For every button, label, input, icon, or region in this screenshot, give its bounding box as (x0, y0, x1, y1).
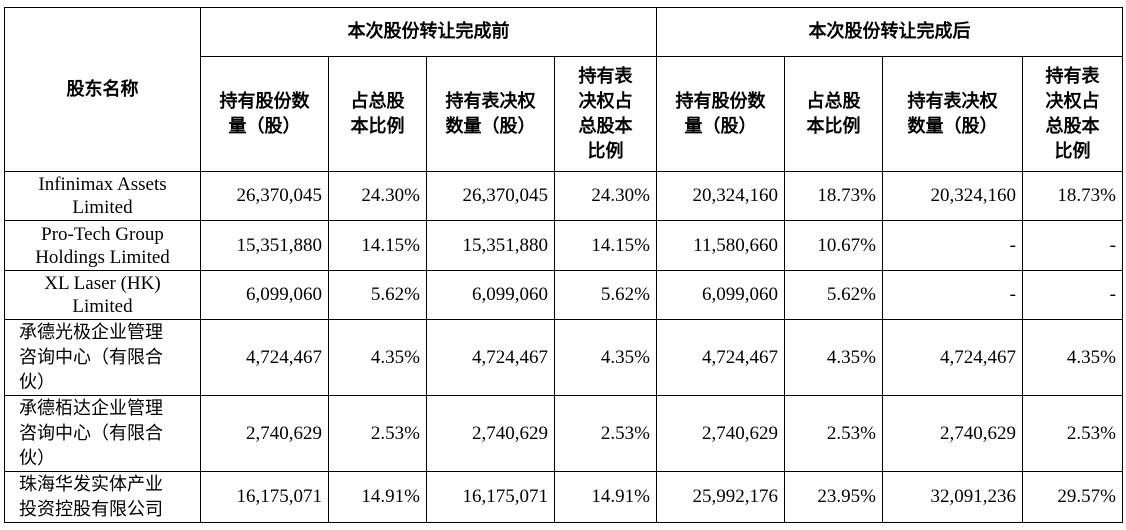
shareholder-name: 珠海华发实体产业 投资控股有限公司 (4, 471, 201, 523)
after-voting-ratio: 29.57% (1022, 471, 1123, 523)
before-voting-ratio-header: 持有表 决权占 总股本 比例 (554, 56, 657, 172)
before-share-ratio: 5.62% (328, 270, 427, 320)
shareholder-name-header: 股东名称 (4, 7, 201, 172)
before-share-ratio-header: 占总股 本比例 (328, 56, 427, 172)
table-row: Infinimax Assets Limited 26,370,045 24.30… (4, 171, 1123, 221)
before-voting-ratio: 24.30% (554, 171, 657, 221)
before-share-ratio: 2.53% (328, 395, 427, 472)
before-shares-held: 15,351,880 (200, 220, 329, 271)
table-row: Pro-Tech Group Holdings Limited 15,351,88… (4, 220, 1123, 271)
after-voting-ratio: - (1022, 220, 1123, 271)
before-voting-ratio: 14.15% (554, 220, 657, 271)
after-voting-shares: 2,740,629 (882, 395, 1023, 472)
after-shares-held: 6,099,060 (656, 270, 785, 320)
before-shares-held: 4,724,467 (200, 319, 329, 396)
after-shares-held: 2,740,629 (656, 395, 785, 472)
before-share-ratio: 14.91% (328, 471, 427, 523)
before-share-ratio: 24.30% (328, 171, 427, 221)
after-share-ratio: 4.35% (784, 319, 883, 396)
before-voting-shares: 15,351,880 (426, 220, 555, 271)
after-voting-shares: - (882, 270, 1023, 320)
shareholding-table: 股东名称 本次股份转让完成前 本次股份转让完成后 持有股份数 量（股） 占总股 本比… (4, 7, 1123, 523)
after-voting-shares: 32,091,236 (882, 471, 1023, 523)
shareholder-name: XL Laser (HK) Limited (4, 270, 201, 320)
before-voting-ratio: 2.53% (554, 395, 657, 472)
after-share-ratio: 10.67% (784, 220, 883, 271)
before-voting-shares: 2,740,629 (426, 395, 555, 472)
after-shares-held: 20,324,160 (656, 171, 785, 221)
before-shares-held-header: 持有股份数 量（股） (200, 56, 329, 172)
shareholder-name: 承德光极企业管理 咨询中心（有限合 伙） (4, 319, 201, 396)
after-voting-shares: 4,724,467 (882, 319, 1023, 396)
after-voting-ratio: 18.73% (1022, 171, 1123, 221)
after-voting-shares: - (882, 220, 1023, 271)
after-share-ratio: 23.95% (784, 471, 883, 523)
after-shares-held: 4,724,467 (656, 319, 785, 396)
before-share-ratio: 4.35% (328, 319, 427, 396)
before-shares-held: 2,740,629 (200, 395, 329, 472)
shareholder-name: 承德栢达企业管理 咨询中心（有限合 伙） (4, 395, 201, 472)
before-voting-shares-header: 持有表决权 数量（股） (426, 56, 555, 172)
table-row: 珠海华发实体产业 投资控股有限公司 16,175,071 14.91% 16,17… (4, 471, 1123, 523)
after-voting-ratio: - (1022, 270, 1123, 320)
after-voting-ratio-header: 持有表 决权占 总股本 比例 (1022, 56, 1123, 172)
after-share-ratio: 5.62% (784, 270, 883, 320)
table-row: 承德栢达企业管理 咨询中心（有限合 伙） 2,740,629 2.53% 2,740… (4, 395, 1123, 472)
before-voting-shares: 16,175,071 (426, 471, 555, 523)
after-transfer-header: 本次股份转让完成后 (656, 7, 1123, 57)
after-voting-ratio: 4.35% (1022, 319, 1123, 396)
table-row: 承德光极企业管理 咨询中心（有限合 伙） 4,724,467 4.35% 4,724… (4, 319, 1123, 396)
after-share-ratio: 18.73% (784, 171, 883, 221)
after-voting-ratio: 2.53% (1022, 395, 1123, 472)
table-row: XL Laser (HK) Limited 6,099,060 5.62% 6,0… (4, 270, 1123, 320)
before-shares-held: 6,099,060 (200, 270, 329, 320)
after-voting-shares: 20,324,160 (882, 171, 1023, 221)
before-shares-held: 16,175,071 (200, 471, 329, 523)
before-transfer-header: 本次股份转让完成前 (200, 7, 657, 57)
after-share-ratio: 2.53% (784, 395, 883, 472)
after-shares-held-header: 持有股份数 量（股） (656, 56, 785, 172)
before-share-ratio: 14.15% (328, 220, 427, 271)
before-voting-shares: 6,099,060 (426, 270, 555, 320)
before-voting-ratio: 5.62% (554, 270, 657, 320)
after-voting-shares-header: 持有表决权 数量（股） (882, 56, 1023, 172)
shareholder-name: Infinimax Assets Limited (4, 171, 201, 221)
after-shares-held: 25,992,176 (656, 471, 785, 523)
before-voting-ratio: 14.91% (554, 471, 657, 523)
before-shares-held: 26,370,045 (200, 171, 329, 221)
shareholder-name: Pro-Tech Group Holdings Limited (4, 220, 201, 271)
before-voting-shares: 26,370,045 (426, 171, 555, 221)
before-voting-ratio: 4.35% (554, 319, 657, 396)
after-shares-held: 11,580,660 (656, 220, 785, 271)
after-share-ratio-header: 占总股 本比例 (784, 56, 883, 172)
before-voting-shares: 4,724,467 (426, 319, 555, 396)
